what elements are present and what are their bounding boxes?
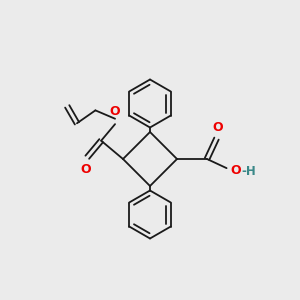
Text: O: O xyxy=(230,164,241,177)
Text: -H: -H xyxy=(241,165,256,178)
Text: O: O xyxy=(80,163,91,176)
Text: O: O xyxy=(213,121,223,134)
Text: O: O xyxy=(110,105,120,118)
